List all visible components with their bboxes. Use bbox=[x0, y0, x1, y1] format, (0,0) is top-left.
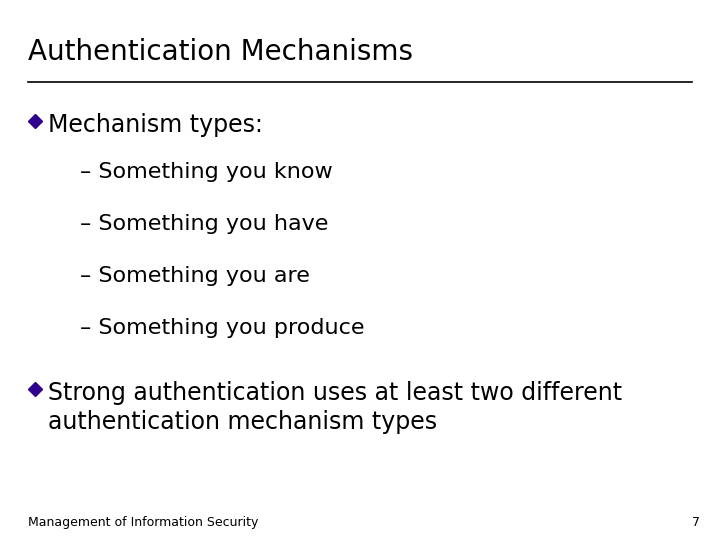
Text: – Something you know: – Something you know bbox=[80, 162, 333, 182]
Text: – Something you produce: – Something you produce bbox=[80, 318, 364, 338]
Text: Strong authentication uses at least two different: Strong authentication uses at least two … bbox=[48, 381, 622, 405]
Text: authentication mechanism types: authentication mechanism types bbox=[48, 410, 437, 434]
Text: Mechanism types:: Mechanism types: bbox=[48, 113, 263, 137]
Text: 7: 7 bbox=[692, 516, 700, 529]
Text: Authentication Mechanisms: Authentication Mechanisms bbox=[28, 38, 413, 66]
Text: Management of Information Security: Management of Information Security bbox=[28, 516, 258, 529]
Text: – Something you have: – Something you have bbox=[80, 214, 328, 234]
Text: – Something you are: – Something you are bbox=[80, 266, 310, 286]
